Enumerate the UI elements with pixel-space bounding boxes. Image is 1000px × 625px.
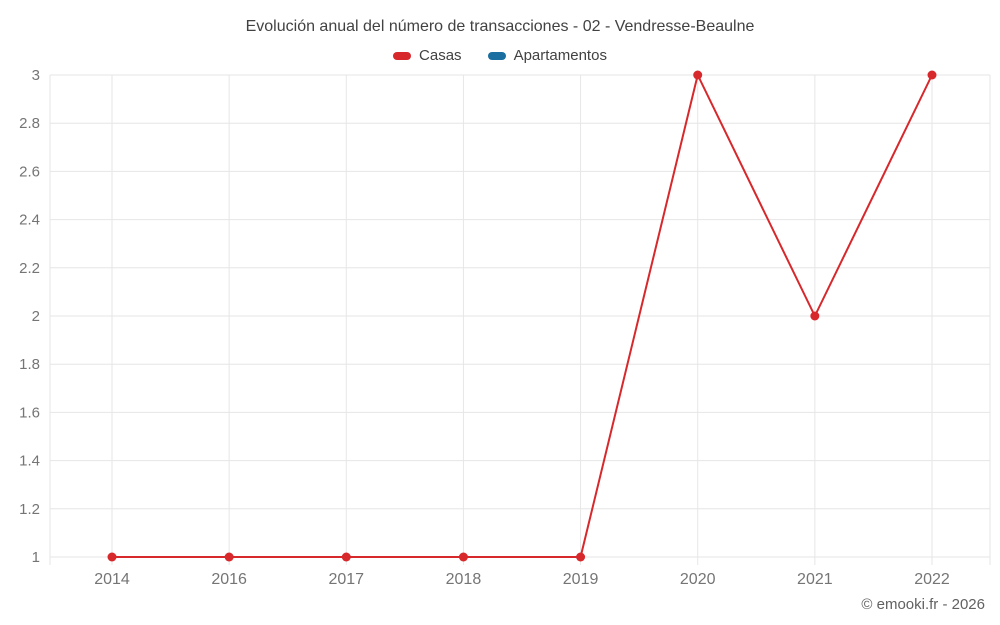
svg-text:2019: 2019 — [563, 571, 599, 588]
svg-text:1.8: 1.8 — [19, 356, 40, 373]
legend: Casas Apartamentos — [0, 47, 1000, 64]
svg-text:2.8: 2.8 — [19, 115, 40, 132]
svg-text:2018: 2018 — [446, 571, 482, 588]
svg-text:3: 3 — [32, 67, 40, 84]
svg-text:2014: 2014 — [94, 571, 130, 588]
svg-text:2017: 2017 — [328, 571, 364, 588]
gridlines — [49, 74, 991, 565]
svg-text:1.4: 1.4 — [19, 453, 40, 470]
svg-text:1.2: 1.2 — [19, 501, 40, 518]
svg-text:2: 2 — [32, 308, 40, 325]
svg-text:2022: 2022 — [914, 571, 950, 588]
svg-text:2020: 2020 — [680, 571, 716, 588]
svg-text:1: 1 — [32, 549, 40, 566]
svg-text:2021: 2021 — [797, 571, 833, 588]
data-series — [107, 70, 937, 562]
svg-text:2.4: 2.4 — [19, 212, 40, 229]
legend-item-casas[interactable]: Casas — [393, 47, 462, 64]
legend-label-casas: Casas — [419, 47, 462, 64]
legend-label-apartamentos: Apartamentos — [513, 47, 607, 64]
chart-title: Evolución anual del número de transaccio… — [245, 18, 755, 35]
watermark-credit: © emooki.fr - 2026 — [861, 596, 985, 613]
casas-series-swatch-icon — [393, 51, 412, 60]
svg-text:2.6: 2.6 — [19, 163, 40, 180]
svg-text:2016: 2016 — [211, 571, 247, 588]
svg-text:2.2: 2.2 — [19, 260, 40, 277]
legend-item-apartamentos[interactable]: Apartamentos — [487, 47, 607, 64]
apartamentos-series-swatch-icon — [487, 51, 506, 60]
axis-tick-labels: 1 1.2 1.4 1.6 1.8 2 2.2 2.4 2.6 2.8 3 2014 2016 2017 2… — [19, 67, 950, 588]
svg-text:1.6: 1.6 — [19, 404, 40, 421]
